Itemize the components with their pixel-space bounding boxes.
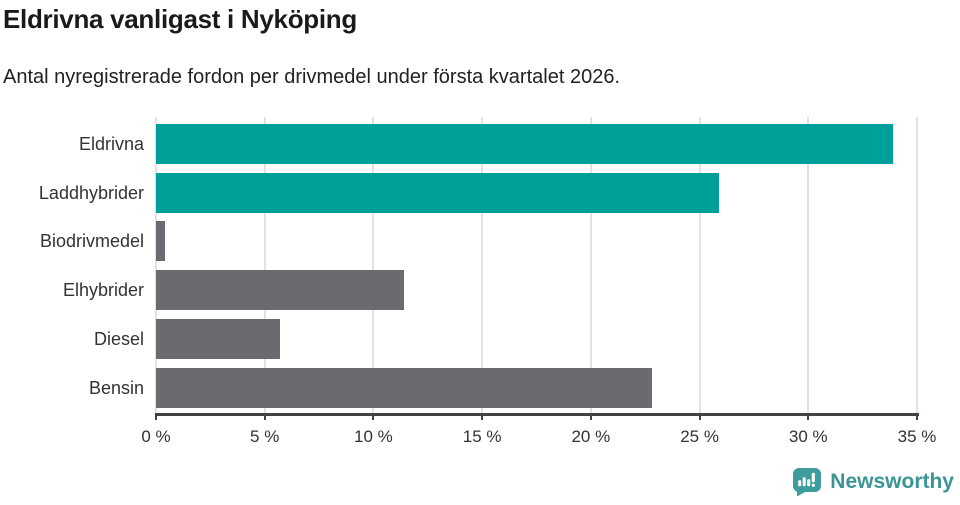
- x-tick-label-10: 10 %: [354, 427, 393, 446]
- category-label-biodrivmedel: Biodrivmedel: [39, 231, 144, 251]
- x-tick-label-30: 30 %: [788, 427, 828, 446]
- x-tick-mark-35: [916, 413, 918, 420]
- bar-eldrivna: [156, 124, 894, 164]
- chart-title: Eldrivna vanligast i Nyköping: [3, 4, 357, 34]
- newsworthy-icon: [793, 468, 822, 496]
- x-axis-line: [155, 413, 919, 416]
- x-tick-label-5: 5 %: [250, 427, 280, 446]
- x-tick-mark-10: [372, 413, 375, 420]
- newsworthy-wordmark: Newsworthy: [830, 470, 954, 493]
- bar-elhybrider: [156, 270, 404, 310]
- chart-subtitle: Antal nyregistrerade fordon per drivmede…: [3, 66, 621, 88]
- x-tick-label-35: 35 %: [897, 427, 937, 446]
- x-tick-mark-30: [807, 413, 810, 420]
- x-tick-mark-15: [481, 413, 484, 420]
- bar-diesel: [156, 319, 280, 359]
- x-tick-label-20: 20 %: [571, 427, 611, 446]
- gridline-20-percent: [589, 117, 592, 413]
- x-tick-mark-5: [263, 413, 266, 420]
- x-tick-mark-0: [155, 413, 157, 420]
- gridline-5-percent: [263, 117, 266, 413]
- gridline-25-percent: [698, 117, 701, 413]
- gridline-0-percent: [155, 117, 157, 413]
- bar-laddhybrider: [156, 173, 720, 213]
- newsworthy-logo[interactable]: Newsworthy: [793, 468, 954, 496]
- gridline-35-percent: [916, 117, 918, 413]
- gridline-15-percent: [481, 117, 484, 413]
- x-tick-mark-20: [589, 413, 592, 420]
- gridline-10-percent: [372, 117, 375, 413]
- bar-biodrivmedel: [156, 221, 165, 261]
- x-tick-label-15: 15 %: [462, 427, 502, 446]
- category-label-bensin: Bensin: [88, 378, 144, 398]
- bar-bensin: [156, 368, 652, 408]
- x-tick-label-0: 0 %: [141, 427, 171, 446]
- category-label-eldrivna: Eldrivna: [78, 134, 144, 154]
- category-label-elhybrider: Elhybrider: [62, 280, 144, 300]
- category-label-laddhybrider: Laddhybrider: [38, 183, 144, 203]
- gridline-30-percent: [807, 117, 810, 413]
- x-tick-label-25: 25 %: [680, 427, 719, 446]
- x-tick-mark-25: [698, 413, 701, 420]
- category-label-diesel: Diesel: [93, 329, 144, 349]
